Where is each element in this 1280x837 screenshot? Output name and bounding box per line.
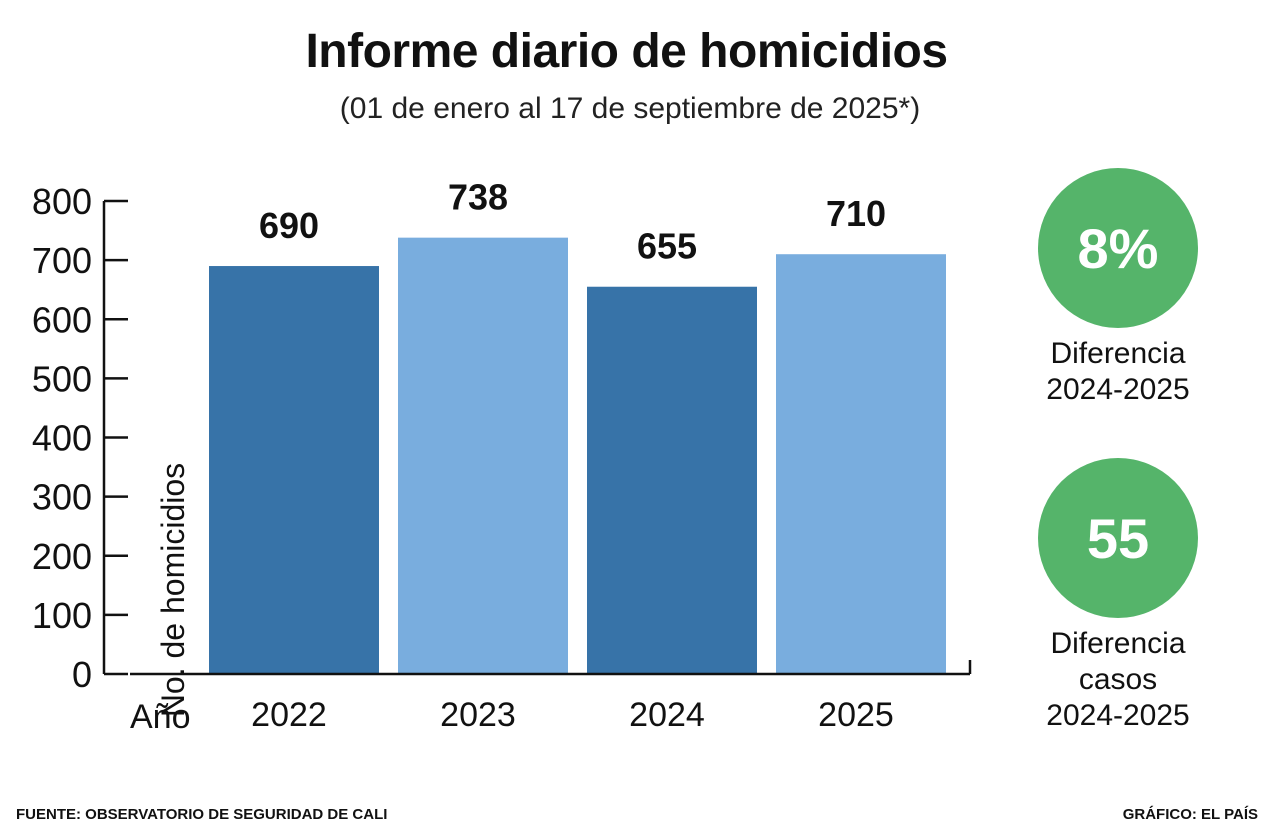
- bars: [209, 237, 946, 674]
- y-tick-label: 0: [72, 654, 92, 695]
- cases-value: 55: [1086, 506, 1150, 570]
- y-tick-label: 100: [32, 595, 92, 636]
- data-label-2025: 710: [826, 193, 886, 234]
- data-labels: 690 738 655 710: [259, 177, 886, 267]
- y-axis: 0 100 200 300 400 500 600 700 800: [32, 181, 128, 695]
- percent-circle: 8%: [1038, 168, 1198, 328]
- cases-label-line: casos: [1078, 663, 1158, 696]
- x-tick-label-2023: 2023: [440, 696, 516, 734]
- cases-circle: 55: [1038, 458, 1198, 618]
- x-axis: 2022 2023 2024 2025: [130, 660, 972, 734]
- bar-2022: [209, 266, 379, 674]
- data-label-2022: 690: [259, 205, 319, 246]
- stat-percent: 8% Diferencia 2024-2025: [998, 168, 1238, 408]
- percent-label-line: Diferencia: [1050, 337, 1186, 370]
- chart-subtitle: (01 de enero al 17 de septiembre de 2025…: [339, 92, 921, 125]
- x-axis-label: Año: [130, 698, 191, 736]
- x-tick-label-2024: 2024: [629, 696, 705, 734]
- percent-value: 8%: [1077, 216, 1159, 280]
- stat-cases: 55 Diferencia casos 2024-2025: [998, 458, 1238, 734]
- percent-label-line: 2024-2025: [1046, 373, 1190, 406]
- bar-2023: [398, 237, 568, 674]
- y-tick-label: 600: [32, 299, 92, 340]
- y-tick-label: 500: [32, 358, 92, 399]
- data-label-2023: 738: [448, 177, 508, 218]
- graphic-credit: GRÁFICO: EL PAÍS: [1122, 806, 1258, 823]
- bar-2025: [776, 254, 946, 674]
- x-tick-label-2025: 2025: [818, 696, 894, 734]
- cases-label-line: Diferencia: [1050, 627, 1186, 660]
- x-tick-label-2022: 2022: [251, 696, 327, 734]
- source-credit: FUENTE: OBSERVATORIO DE SEGURIDAD DE CAL…: [16, 806, 388, 823]
- data-label-2024: 655: [637, 226, 697, 267]
- y-tick-label: 300: [32, 477, 92, 518]
- chart-title: Informe diario de homicidios: [305, 25, 948, 78]
- y-axis-label: No. de homicidios: [155, 463, 191, 717]
- y-tick-label: 200: [32, 536, 92, 577]
- y-tick-label: 400: [32, 418, 92, 459]
- y-tick-label: 700: [32, 240, 92, 281]
- cases-label-line: 2024-2025: [1046, 699, 1190, 732]
- bar-chart: 0 100 200 300 400 500 600 700 800 690 738 655 710 2…: [32, 177, 972, 736]
- y-tick-label: 800: [32, 181, 92, 222]
- percent-label: Diferencia 2024-2025: [998, 336, 1238, 408]
- cases-label: Diferencia casos 2024-2025: [998, 626, 1238, 734]
- bar-2024: [587, 286, 757, 674]
